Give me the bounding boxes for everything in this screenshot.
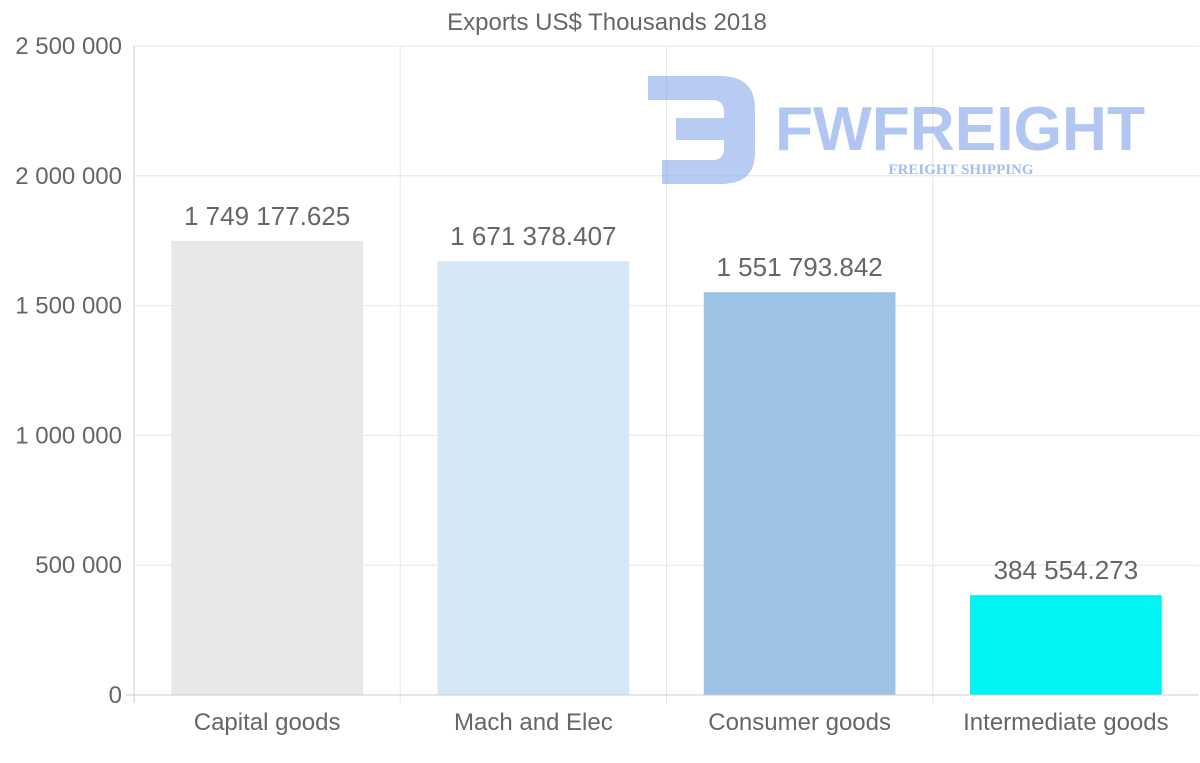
bar-capital-goods[interactable] <box>171 240 363 695</box>
bars <box>171 240 1162 695</box>
fwfreight-logo-icon <box>648 76 755 184</box>
x-tick-label: Mach and Elec <box>454 709 613 736</box>
data-label: 1 749 177.625 <box>184 201 350 231</box>
bar-intermediate-goods[interactable] <box>970 595 1162 695</box>
y-axis-ticks: 0 500 000 1 000 000 1 500 000 2 000 000 2 500… <box>15 33 122 709</box>
y-tick-label: 2 500 000 <box>15 33 122 60</box>
axes <box>126 46 1199 703</box>
x-tick-label: Consumer goods <box>708 709 891 736</box>
data-label: 1 671 378.407 <box>450 221 616 251</box>
watermark-brand: FWFREIGHT <box>775 95 1145 164</box>
bar-mach-and-elec[interactable] <box>437 261 630 695</box>
bar-consumer-goods[interactable] <box>703 292 896 695</box>
y-tick-label: 1 000 000 <box>15 422 122 449</box>
fwfreight-watermark: FWFREIGHT FREIGHT SHIPPING <box>648 76 1145 184</box>
data-label: 1 551 793.842 <box>716 252 882 282</box>
data-labels: 1 749 177.625 1 671 378.407 1 551 793.842 3… <box>184 201 1138 585</box>
chart-title: Exports US$ Thousands 2018 <box>447 9 767 36</box>
x-tick-label: Intermediate goods <box>963 709 1168 736</box>
y-tick-label: 1 500 000 <box>15 293 122 320</box>
y-tick-label: 500 000 <box>35 552 122 579</box>
y-tick-label: 2 000 000 <box>15 163 122 190</box>
x-tick-label: Capital goods <box>194 709 341 736</box>
watermark-tagline: FREIGHT SHIPPING <box>888 162 1033 178</box>
x-axis-ticks: Capital goods Mach and Elec Consumer goods… <box>194 709 1169 736</box>
data-label: 384 554.273 <box>994 555 1139 585</box>
y-tick-label: 0 <box>109 682 122 709</box>
